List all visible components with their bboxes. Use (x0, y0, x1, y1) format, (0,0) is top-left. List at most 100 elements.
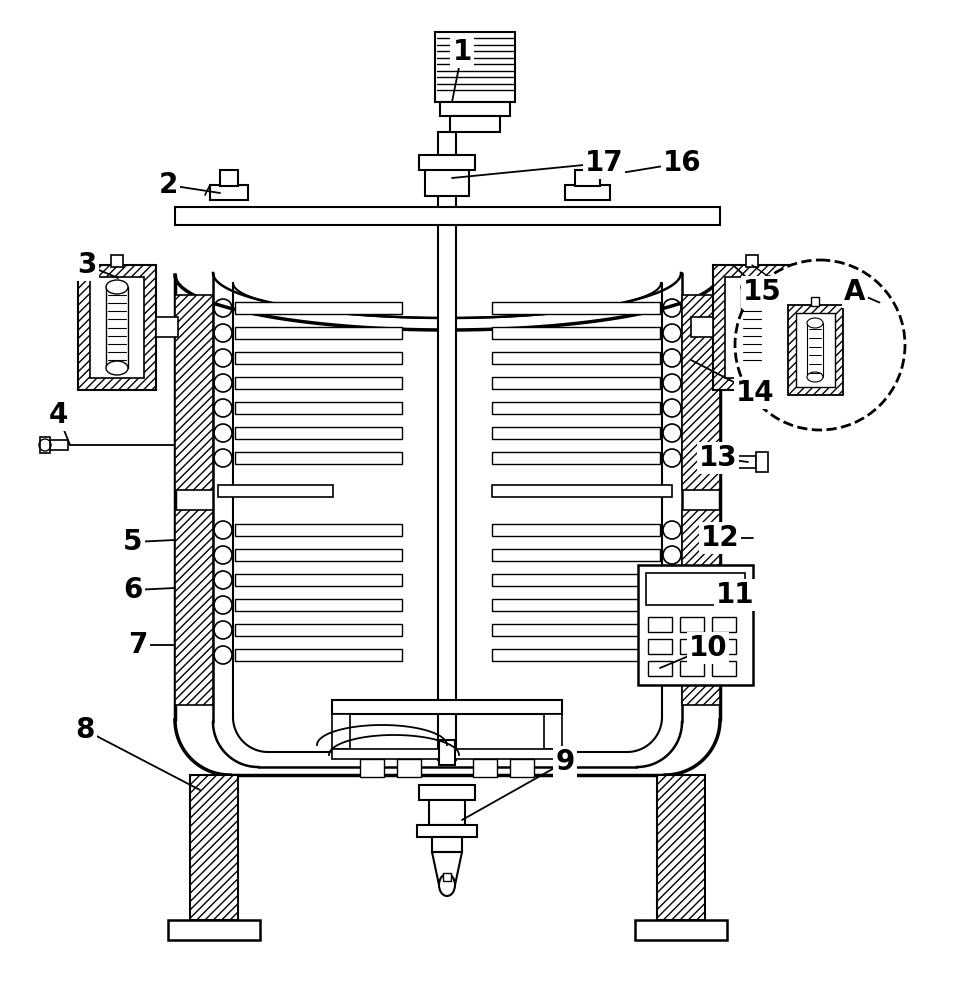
Bar (235, 599, 402, 611)
Polygon shape (432, 852, 462, 885)
Bar (235, 402, 402, 414)
Bar (492, 302, 660, 314)
Bar (432, 837, 462, 852)
Bar (492, 402, 660, 414)
Bar (565, 185, 610, 200)
Bar (575, 170, 600, 186)
Text: 10: 10 (689, 634, 727, 662)
Bar (492, 624, 660, 636)
Bar (473, 759, 497, 777)
Bar (48, 440, 68, 450)
Bar (648, 617, 672, 632)
Bar (235, 624, 402, 636)
Ellipse shape (106, 361, 128, 375)
Bar (796, 313, 835, 387)
Bar (360, 759, 384, 777)
Bar (106, 287, 128, 368)
Text: 14: 14 (736, 379, 774, 407)
Bar (417, 825, 477, 837)
Bar (682, 510, 720, 705)
Bar (90, 277, 144, 378)
Bar (235, 427, 402, 439)
Bar (235, 327, 402, 339)
Bar (440, 102, 510, 116)
Bar (680, 617, 704, 632)
Bar (156, 317, 178, 337)
Bar (332, 749, 562, 759)
Bar (492, 649, 660, 661)
Bar (492, 524, 660, 536)
Bar (111, 255, 123, 267)
Bar (492, 377, 660, 389)
Ellipse shape (741, 280, 763, 294)
Bar (728, 456, 756, 468)
Bar (811, 297, 819, 306)
Bar (175, 510, 213, 705)
Bar (332, 714, 350, 749)
Bar (691, 317, 713, 337)
Text: 11: 11 (715, 581, 754, 609)
Bar (419, 785, 475, 800)
Text: 3: 3 (78, 251, 97, 279)
Bar (218, 485, 333, 497)
Text: 13: 13 (699, 444, 737, 472)
Bar (648, 661, 672, 676)
Bar (443, 873, 451, 881)
Text: 6: 6 (124, 576, 143, 604)
Text: 15: 15 (742, 278, 782, 306)
Bar (419, 155, 475, 170)
Bar (635, 920, 727, 940)
Bar (235, 549, 402, 561)
Bar (492, 574, 660, 586)
Bar (544, 714, 562, 749)
Bar (235, 574, 402, 586)
Bar (492, 352, 660, 364)
Bar (712, 661, 736, 676)
Bar (168, 920, 260, 940)
Bar (492, 549, 660, 561)
Bar (235, 377, 402, 389)
Bar (712, 617, 736, 632)
Bar (725, 277, 779, 378)
Bar (741, 287, 763, 368)
Bar (235, 452, 402, 464)
Text: 5: 5 (124, 528, 143, 556)
Bar (235, 649, 402, 661)
Ellipse shape (807, 318, 823, 328)
Bar (492, 485, 672, 497)
Bar (175, 295, 213, 490)
Bar (175, 207, 720, 225)
Bar (190, 775, 238, 920)
Text: A: A (844, 278, 866, 306)
Ellipse shape (741, 361, 763, 375)
Bar (429, 800, 465, 825)
Text: 2: 2 (158, 171, 177, 199)
Bar (756, 452, 768, 472)
Bar (450, 116, 500, 132)
Bar (235, 524, 402, 536)
Bar (492, 452, 660, 464)
Bar (40, 437, 50, 453)
Bar (492, 427, 660, 439)
Text: 9: 9 (555, 748, 574, 776)
Bar (438, 132, 456, 760)
Bar (332, 700, 562, 714)
Bar (646, 573, 745, 605)
Text: 17: 17 (585, 149, 623, 177)
Ellipse shape (807, 372, 823, 382)
Bar (492, 599, 660, 611)
Bar (713, 265, 791, 390)
Bar (648, 639, 672, 654)
Bar (510, 759, 534, 777)
Circle shape (735, 260, 905, 430)
Bar (680, 661, 704, 676)
Bar (397, 759, 421, 777)
Bar (638, 565, 753, 685)
Bar (657, 775, 705, 920)
Bar (492, 327, 660, 339)
Text: 8: 8 (76, 716, 95, 744)
Bar (210, 185, 248, 200)
Bar (235, 352, 402, 364)
Bar (220, 170, 238, 186)
Bar (807, 323, 823, 377)
